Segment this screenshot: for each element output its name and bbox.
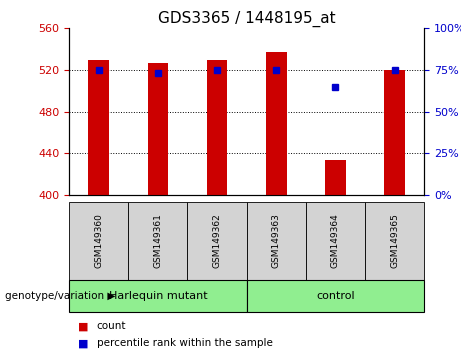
- Bar: [148, 63, 168, 195]
- Bar: [188, 202, 247, 280]
- Title: GDS3365 / 1448195_at: GDS3365 / 1448195_at: [158, 11, 336, 27]
- Bar: [69, 280, 247, 312]
- Text: count: count: [97, 321, 126, 331]
- Bar: [69, 202, 128, 280]
- Bar: [266, 52, 287, 195]
- Text: GSM149363: GSM149363: [272, 213, 281, 268]
- Bar: [247, 280, 424, 312]
- Bar: [365, 202, 424, 280]
- Text: GSM149361: GSM149361: [154, 213, 162, 268]
- Text: GSM149360: GSM149360: [94, 213, 103, 268]
- Bar: [384, 70, 405, 195]
- Text: percentile rank within the sample: percentile rank within the sample: [97, 338, 273, 348]
- Text: GSM149365: GSM149365: [390, 213, 399, 268]
- Text: GSM149364: GSM149364: [331, 213, 340, 268]
- Bar: [89, 59, 109, 195]
- Text: genotype/variation ▶: genotype/variation ▶: [5, 291, 115, 301]
- Text: GSM149362: GSM149362: [213, 213, 222, 268]
- Bar: [325, 160, 346, 195]
- Text: ■: ■: [78, 338, 89, 348]
- Bar: [128, 202, 188, 280]
- Bar: [247, 202, 306, 280]
- Bar: [306, 202, 365, 280]
- Text: ■: ■: [78, 321, 89, 331]
- Text: Harlequin mutant: Harlequin mutant: [109, 291, 207, 301]
- Bar: [207, 59, 227, 195]
- Text: control: control: [316, 291, 355, 301]
